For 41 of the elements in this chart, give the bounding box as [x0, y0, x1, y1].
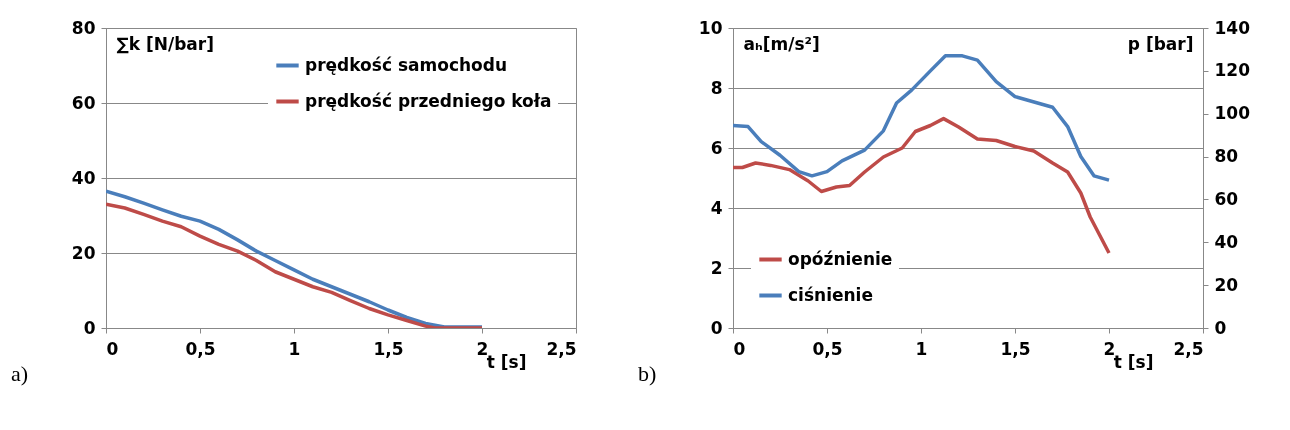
- y-tick-label: 20: [71, 242, 96, 263]
- y-tick-label: 6: [710, 137, 723, 158]
- y-axis-title: ∑k [N/bar]: [116, 33, 214, 54]
- x-axis-title: t [s]: [1113, 351, 1154, 372]
- legend-label: prędkość przedniego koła: [305, 90, 552, 111]
- x-tick-label: 1,5: [373, 338, 404, 359]
- y-tick-label: 2: [710, 257, 723, 278]
- x-tick-label: 2,5: [1173, 338, 1204, 359]
- x-axis-title: t [s]: [486, 351, 527, 372]
- text: a): [11, 361, 29, 386]
- legend-label: prędkość samochodu: [305, 54, 508, 75]
- y2-tick-label: 100: [1214, 103, 1251, 124]
- y2-tick-label: 40: [1214, 231, 1239, 252]
- y2-axis-title: p [bar]: [1127, 33, 1194, 54]
- x-tick-label: 0,5: [185, 338, 216, 359]
- x-tick-label: 1: [288, 338, 301, 359]
- line-series: [733, 54, 1111, 182]
- y2-tick-label: 0: [1214, 317, 1227, 338]
- y2-tick-label: 120: [1214, 60, 1251, 81]
- legend-label: ciśnienie: [788, 284, 873, 305]
- y-axis-title: aₕ[m/s²]: [743, 33, 820, 54]
- y2-tick-label: 140: [1214, 17, 1251, 38]
- x-tick-label: 2,5: [546, 338, 577, 359]
- x-tick-label: 0: [733, 338, 746, 359]
- y-tick-label: 0: [710, 317, 723, 338]
- text: b): [638, 361, 657, 386]
- x-tick-label: 1: [915, 338, 928, 359]
- x-tick-label: 0,5: [812, 338, 843, 359]
- y-tick-label: 4: [710, 197, 723, 218]
- y-tick-label: 10: [698, 17, 723, 38]
- y2-tick-label: 60: [1214, 188, 1239, 209]
- legend-label: opóźnienie: [788, 248, 893, 269]
- y-tick-label: 60: [71, 92, 96, 113]
- y-tick-label: 8: [710, 77, 723, 98]
- y2-tick-label: 80: [1214, 146, 1239, 167]
- y-tick-label: 0: [83, 317, 96, 338]
- y-tick-label: 80: [71, 17, 96, 38]
- y-tick-label: 40: [71, 167, 96, 188]
- y2-tick-label: 20: [1214, 274, 1239, 295]
- x-tick-label: 0: [106, 338, 119, 359]
- x-tick-label: 1,5: [1000, 338, 1031, 359]
